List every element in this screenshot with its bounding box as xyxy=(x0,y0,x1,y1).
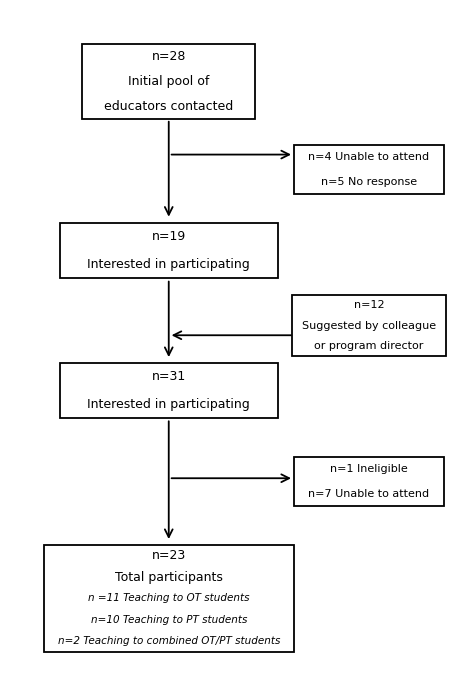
Text: n=2 Teaching to combined OT/PT students: n=2 Teaching to combined OT/PT students xyxy=(57,636,280,647)
Text: Suggested by colleague: Suggested by colleague xyxy=(302,320,436,330)
Text: n=5 No response: n=5 No response xyxy=(321,177,417,187)
Text: n=23: n=23 xyxy=(152,549,186,562)
Text: n =11 Teaching to OT students: n =11 Teaching to OT students xyxy=(88,594,249,603)
FancyBboxPatch shape xyxy=(44,545,294,652)
Text: n=1 Ineligible: n=1 Ineligible xyxy=(330,464,408,475)
FancyBboxPatch shape xyxy=(292,294,447,356)
Text: n=19: n=19 xyxy=(152,230,186,244)
Text: n=4 Unable to attend: n=4 Unable to attend xyxy=(309,152,429,162)
Text: Initial pool of: Initial pool of xyxy=(128,75,210,88)
Text: n=31: n=31 xyxy=(152,370,186,383)
Text: n=7 Unable to attend: n=7 Unable to attend xyxy=(309,489,429,499)
FancyBboxPatch shape xyxy=(294,145,444,194)
FancyBboxPatch shape xyxy=(60,363,278,418)
Text: educators contacted: educators contacted xyxy=(104,100,233,113)
Text: Total participants: Total participants xyxy=(115,571,223,584)
Text: or program director: or program director xyxy=(314,341,424,351)
Text: Interested in participating: Interested in participating xyxy=(87,398,250,411)
FancyBboxPatch shape xyxy=(60,223,278,278)
Text: n=12: n=12 xyxy=(354,300,384,310)
FancyBboxPatch shape xyxy=(294,457,444,506)
Text: n=10 Teaching to PT students: n=10 Teaching to PT students xyxy=(91,615,247,625)
Text: Interested in participating: Interested in participating xyxy=(87,258,250,271)
FancyBboxPatch shape xyxy=(82,45,255,119)
Text: n=28: n=28 xyxy=(152,50,186,64)
